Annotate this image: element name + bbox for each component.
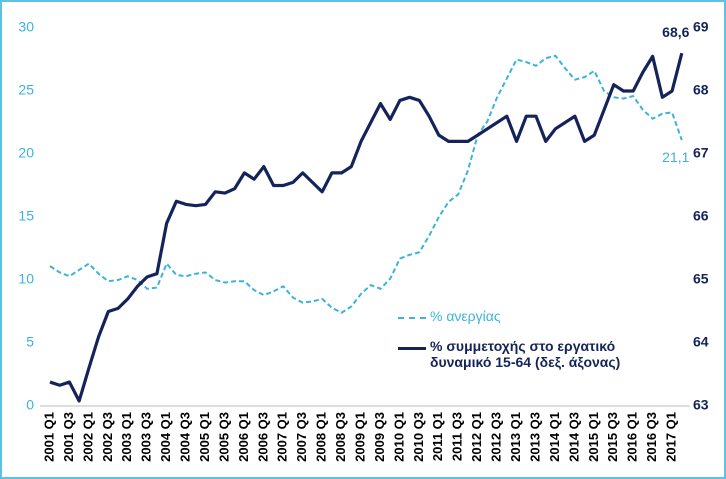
x-tick-label: 2016 Q3 (644, 412, 659, 462)
x-tick-label: 2008 Q1 (314, 412, 329, 462)
legend-swatch (398, 317, 426, 319)
y-tick-label: 15 (18, 208, 34, 224)
legend-item: % συμμετοχής στο εργατικό δυναμικό 15-64… (398, 338, 668, 370)
y2-tick-label: 65 (693, 271, 709, 287)
x-tick-label: 2004 Q1 (158, 412, 173, 462)
y-tick-label: 5 (26, 334, 34, 350)
x-tick-label: 2004 Q3 (178, 412, 193, 462)
x-tick-label: 2013 Q3 (527, 412, 542, 462)
x-tick-label: 2011 Q3 (450, 412, 465, 461)
data-label: 21,1 (662, 149, 689, 165)
x-tick-label: 2011 Q1 (430, 412, 445, 461)
x-tick-label: 2014 Q3 (566, 412, 581, 462)
legend-item: % ανεργίας (398, 308, 668, 324)
x-tick-label: 2005 Q3 (216, 412, 231, 462)
y2-tick-label: 63 (693, 397, 709, 413)
x-tick-label: 2013 Q1 (508, 412, 523, 462)
x-tick-label: 2003 Q3 (139, 412, 154, 462)
x-tick-label: 2005 Q1 (197, 412, 212, 462)
x-tick-label: 2003 Q1 (119, 412, 134, 462)
x-tick-label: 2008 Q3 (333, 412, 348, 462)
x-tick-label: 2007 Q1 (275, 412, 290, 462)
x-tick-label: 2010 Q3 (411, 412, 426, 462)
x-tick-label: 2016 Q1 (625, 412, 640, 462)
y2-tick-label: 67 (693, 145, 709, 161)
legend-swatch (398, 347, 426, 350)
x-tick-label: 2007 Q3 (294, 412, 309, 462)
x-tick-label: 2009 Q1 (352, 412, 367, 462)
x-tick-label: 2015 Q3 (605, 412, 620, 462)
x-tick-label: 2002 Q1 (80, 412, 95, 462)
x-tick-label: 2012 Q1 (469, 412, 484, 462)
x-tick-label: 2001 Q1 (41, 412, 56, 462)
legend-label: % ανεργίας (430, 308, 501, 324)
y-tick-label: 20 (18, 145, 34, 161)
y-tick-label: 0 (26, 397, 34, 413)
y-tick-label: 10 (18, 271, 34, 287)
legend: % ανεργίας % συμμετοχής στο εργατικό δυνα… (398, 308, 668, 384)
y-tick-label: 25 (18, 82, 34, 98)
x-tick-label: 2015 Q1 (586, 412, 601, 462)
series-line (49, 54, 683, 314)
y2-tick-label: 64 (693, 334, 709, 350)
legend-label: % συμμετοχής στο εργατικό δυναμικό 15-64… (430, 338, 621, 370)
x-tick-label: 2017 Q1 (664, 412, 679, 462)
x-tick-label: 2006 Q1 (236, 412, 251, 462)
x-tick-label: 2009 Q3 (372, 412, 387, 462)
y2-tick-label: 69 (693, 19, 709, 35)
series-line (49, 52, 684, 403)
y2-tick-label: 66 (693, 208, 709, 224)
data-label: 68,6 (662, 24, 689, 40)
x-tick-label: 2006 Q3 (255, 412, 270, 462)
x-tick-label: 2002 Q3 (100, 412, 115, 462)
x-tick-label: 2010 Q1 (391, 412, 406, 462)
y2-tick-label: 68 (693, 82, 709, 98)
x-tick-label: 2012 Q3 (489, 412, 504, 462)
x-tick-label: 2001 Q3 (61, 412, 76, 462)
x-tick-label: 2014 Q1 (547, 412, 562, 462)
y-tick-label: 30 (18, 19, 34, 35)
